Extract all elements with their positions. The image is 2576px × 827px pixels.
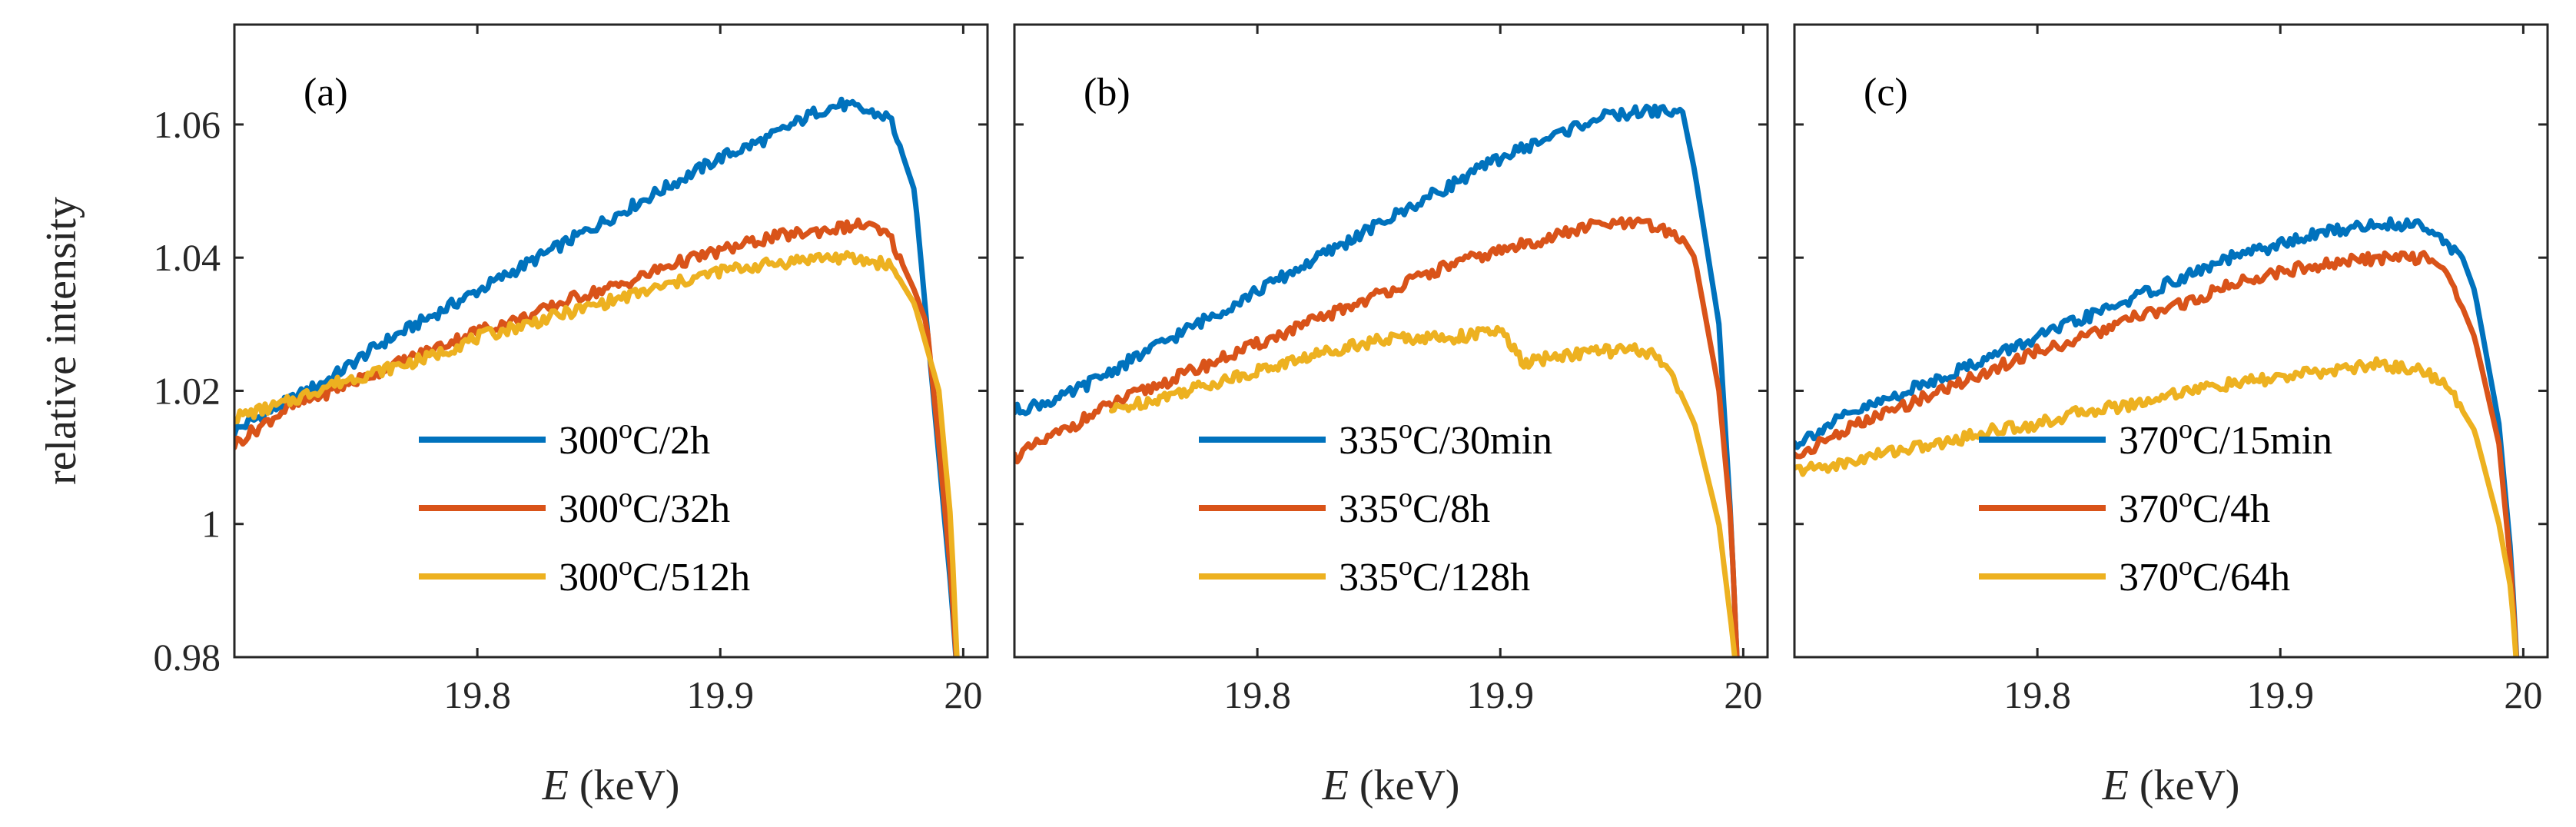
legend-duration: C/4h	[2193, 487, 2270, 531]
series-line-1	[1794, 216, 2520, 657]
x-axis-title-unit: (keV)	[1349, 762, 1460, 809]
legend-duration: C/128h	[1412, 556, 1530, 599]
x-tick-label: 19.8	[2003, 673, 2071, 716]
series-group	[234, 96, 960, 657]
legend-degree: o	[619, 414, 632, 444]
legend-degree: o	[619, 550, 632, 581]
chart-panel-2: 19.8 19.9 20(b)E (keV)335oC/30min335oC/8h3…	[1013, 23, 1769, 809]
series-line-3	[234, 250, 960, 657]
legend-duration: C/30min	[1412, 419, 1552, 463]
legend-duration: C/15min	[2193, 419, 2332, 463]
series-line-1	[234, 96, 959, 657]
legend-temp: 300	[559, 556, 619, 599]
series-line-3	[1109, 324, 1738, 657]
x-axis-title-symbol: E	[2102, 762, 2129, 809]
legend-entry-1: 300oC/2h	[559, 414, 710, 463]
x-tick-label: 20	[1724, 673, 1762, 716]
legend-duration: C/64h	[2193, 556, 2290, 599]
series-line-3	[1794, 356, 2519, 657]
x-tick-label: 19.9	[1467, 673, 1535, 716]
x-tick-label: 19.9	[2247, 673, 2315, 716]
y-tick-label: 1.04	[154, 236, 221, 279]
legend-degree: o	[1399, 414, 1412, 444]
x-tick-label: 19.8	[1223, 673, 1291, 716]
legend-entry-2: 370oC/4h	[2119, 482, 2270, 531]
x-axis-title: E (keV)	[542, 762, 680, 809]
legend-entry-3: 370oC/64h	[2119, 550, 2290, 599]
x-tick-label: 19.8	[443, 673, 511, 716]
legend-temp: 370	[2119, 487, 2179, 531]
legend-entry-2: 300oC/32h	[559, 482, 730, 531]
panel-label: (c)	[1864, 71, 1908, 115]
axes-box	[1013, 23, 1769, 659]
y-tick-label: 1	[201, 503, 221, 546]
legend-entry-3: 335oC/128h	[1339, 550, 1530, 599]
legend-temp: 335	[1339, 487, 1399, 531]
legend-duration: C/512h	[632, 556, 750, 599]
x-tick-label: 20	[944, 673, 982, 716]
legend-duration: C/2h	[632, 419, 710, 463]
chart-panel-3: 19.8 19.9 20(c)E (keV)370oC/15min370oC/4h3…	[1793, 23, 2549, 809]
series-line-1	[1014, 103, 1740, 657]
legend-entry-2: 335oC/8h	[1339, 482, 1490, 531]
legend-degree: o	[2179, 550, 2193, 581]
legend-temp: 370	[2119, 556, 2179, 599]
legend-entry-1: 335oC/30min	[1339, 414, 1552, 463]
legend-degree: o	[2179, 414, 2193, 444]
series-line-2	[1014, 216, 1740, 657]
legend-temp: 300	[559, 419, 619, 463]
legend-degree: o	[1399, 550, 1412, 581]
legend-temp: 335	[1339, 556, 1399, 599]
axes-box	[233, 23, 989, 659]
legend-temp: 370	[2119, 419, 2179, 463]
legend-degree: o	[2179, 482, 2193, 513]
legend-degree: o	[619, 482, 632, 513]
legend-entry-3: 300oC/512h	[559, 550, 750, 599]
x-axis-title-unit: (keV)	[569, 762, 680, 809]
chart-panel-1: 19.8 19.9 20 0.98 1 1.02 1.04 1.06 (a) E (keV) rel…	[38, 23, 989, 809]
x-tick-label: 20	[2504, 673, 2542, 716]
series-line-2	[1794, 250, 2519, 657]
series-group	[1014, 103, 1740, 657]
y-tick-label: 1.02	[154, 369, 221, 412]
legend-duration: C/8h	[1412, 487, 1490, 531]
legend-duration: C/32h	[632, 487, 730, 531]
x-axis-title-symbol: E	[1322, 762, 1349, 809]
x-tick-label: 19.9	[687, 673, 755, 716]
legend-degree: o	[1399, 482, 1412, 513]
x-axis-title-symbol: E	[542, 762, 569, 809]
x-axis-title: E (keV)	[1322, 762, 1460, 809]
axes-box	[1793, 23, 2549, 659]
legend-temp: 335	[1339, 419, 1399, 463]
panel-label: (a)	[304, 71, 348, 115]
legend-temp: 300	[559, 487, 619, 531]
legend-entry-1: 370oC/15min	[2119, 414, 2332, 463]
series-group	[1794, 216, 2520, 657]
x-axis-title: E (keV)	[2102, 762, 2240, 809]
x-axis-title-unit: (keV)	[2129, 762, 2240, 809]
y-axis-title: relative intensity	[38, 197, 85, 485]
panel-label: (b)	[1084, 71, 1130, 115]
y-tick-label: 0.98	[154, 636, 221, 679]
y-tick-label: 1.06	[154, 103, 221, 146]
